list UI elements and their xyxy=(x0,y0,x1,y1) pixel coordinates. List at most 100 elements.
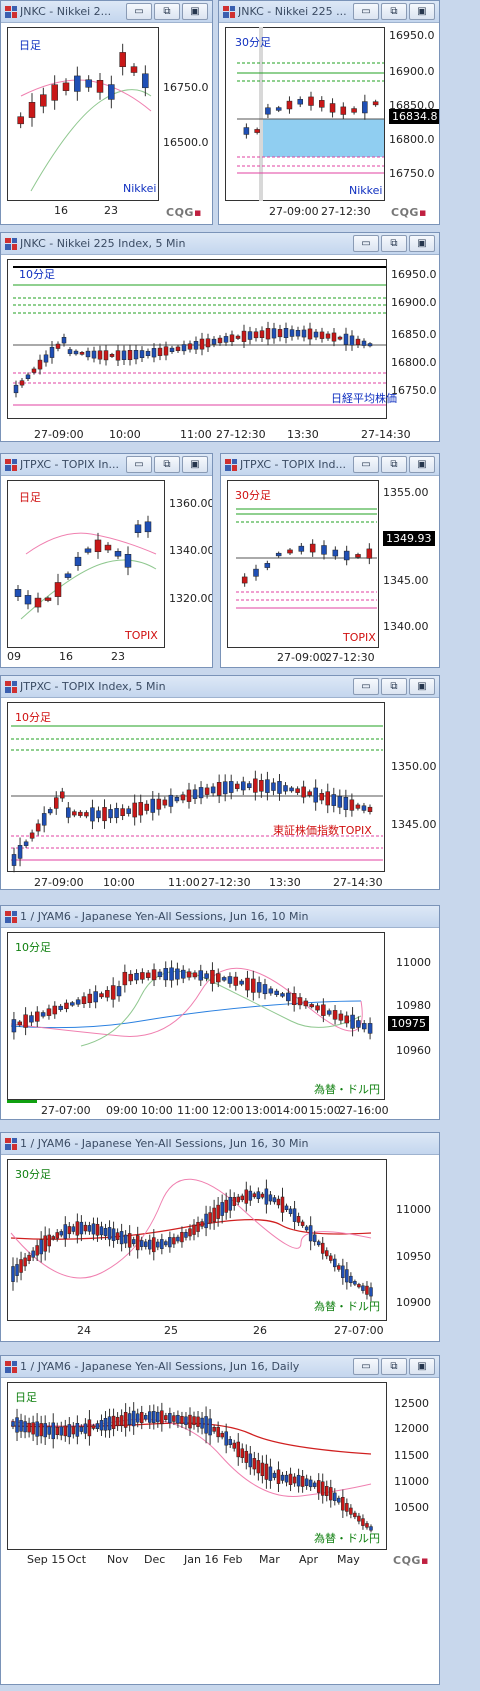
restore-button[interactable]: ⧉ xyxy=(381,456,407,473)
restore-button[interactable]: ⧉ xyxy=(381,3,407,20)
candle-body xyxy=(256,1460,261,1474)
x-tick: 12:00 xyxy=(212,1104,244,1117)
restore-button[interactable]: ⧉ xyxy=(381,678,407,695)
y-tick: 10900 xyxy=(396,1296,431,1309)
minimize-button[interactable]: ▭ xyxy=(126,3,152,20)
candle-body xyxy=(308,96,314,106)
candle-body xyxy=(37,359,43,370)
candle-body xyxy=(193,341,199,350)
window-yen-30min[interactable]: 1 / JYAM6 - Japanese Yen-All Sessions, J… xyxy=(0,1132,440,1342)
title-bar[interactable]: JTPXC - TOPIX In... ▭ ⧉ ▣ xyxy=(1,454,212,476)
title-bar[interactable]: JNKC - Nikkei 2... ▭ ⧉ ▣ xyxy=(1,1,212,23)
chart-area[interactable] xyxy=(7,702,385,872)
window-topix-daily[interactable]: JTPXC - TOPIX In... ▭ ⧉ ▣ 日足 TOPIX 1360.00… xyxy=(0,453,213,668)
y-tick: 1320.00 xyxy=(169,592,213,605)
candle-body xyxy=(324,1250,329,1257)
y-tick: 16800.0 xyxy=(391,356,437,369)
candle-body xyxy=(67,1424,72,1438)
candle-body xyxy=(15,1264,19,1276)
title-bar[interactable]: 1 / JYAM6 - Japanese Yen-All Sessions, J… xyxy=(1,906,439,928)
restore-icon: ⧉ xyxy=(390,237,398,249)
restore-button[interactable]: ⧉ xyxy=(154,456,180,473)
restore-icon: ⧉ xyxy=(163,458,171,470)
chart-area[interactable] xyxy=(7,1159,387,1321)
close-button[interactable]: ▣ xyxy=(409,235,435,252)
candle-body xyxy=(11,1421,15,1427)
window-yen-daily[interactable]: 1 / JYAM6 - Japanese Yen-All Sessions, J… xyxy=(0,1355,440,1685)
restore-button[interactable]: ⧉ xyxy=(381,235,407,252)
candle-body xyxy=(133,350,139,360)
chart-area[interactable] xyxy=(227,480,379,648)
restore-button[interactable]: ⧉ xyxy=(154,3,180,20)
candle-body xyxy=(241,330,247,342)
candle-body xyxy=(108,84,115,100)
title-bar[interactable]: 1 / JYAM6 - Japanese Yen-All Sessions, J… xyxy=(1,1356,439,1378)
x-tick: 15:00 xyxy=(309,1104,341,1117)
window-yen-10min[interactable]: 1 / JYAM6 - Japanese Yen-All Sessions, J… xyxy=(0,905,440,1120)
close-button[interactable]: ▣ xyxy=(409,3,435,20)
candle-body xyxy=(367,806,373,812)
close-button[interactable]: ▣ xyxy=(409,678,435,695)
title-bar[interactable]: JTPXC - TOPIX Index, 5 Min ▭ ⧉ ▣ xyxy=(1,676,439,698)
candle-body xyxy=(356,1020,361,1028)
chart-area[interactable] xyxy=(7,932,385,1100)
minimize-button[interactable]: ▭ xyxy=(353,235,379,252)
candle-body xyxy=(264,563,271,568)
window-topix-5min[interactable]: JTPXC - TOPIX Index, 5 Min ▭ ⧉ ▣ 10分足 東証株価… xyxy=(0,675,440,890)
window-nikkei-5min[interactable]: JNKC - Nikkei 225 Index, 5 Min ▭ ⧉ ▣ 10分足 … xyxy=(0,232,440,442)
chart-area[interactable] xyxy=(7,480,165,648)
close-button[interactable]: ▣ xyxy=(409,1358,435,1375)
candle-body xyxy=(192,789,198,799)
minimize-button[interactable]: ▭ xyxy=(353,678,379,695)
candles-layer xyxy=(14,515,157,620)
close-button[interactable]: ▣ xyxy=(182,456,208,473)
candle-body xyxy=(162,799,168,806)
minimize-button[interactable]: ▭ xyxy=(353,1358,379,1375)
candle-body xyxy=(248,1453,253,1468)
candle-body xyxy=(151,348,157,358)
title-bar[interactable]: JNKC - Nikkei 225 Index, 5 Min ▭ ⧉ ▣ xyxy=(1,233,439,255)
close-button[interactable]: ▣ xyxy=(409,456,435,473)
app-icon xyxy=(223,5,235,18)
candle-body xyxy=(74,75,81,92)
candle-body xyxy=(85,79,92,88)
candle-body xyxy=(94,539,102,553)
title-bar[interactable]: JTPXC - TOPIX Ind... ▭ ⧉ ▣ xyxy=(221,454,439,476)
window-nikkei-30min[interactable]: JNKC - Nikkei 225 ... ▭ ⧉ ▣ 30分足 Nikkei 16… xyxy=(218,0,440,225)
candle-body xyxy=(325,333,331,339)
y-tick: 16950.0 xyxy=(389,29,435,42)
candle-body xyxy=(240,1448,245,1458)
candle-body xyxy=(303,1000,309,1007)
minimize-button[interactable]: ▭ xyxy=(126,456,152,473)
candle-body xyxy=(296,1474,301,1487)
minimize-button[interactable]: ▭ xyxy=(353,456,379,473)
minimize-button[interactable]: ▭ xyxy=(353,3,379,20)
chart-area[interactable] xyxy=(7,1382,387,1550)
restore-button[interactable]: ⧉ xyxy=(381,1358,407,1375)
x-tick: 27-12:30 xyxy=(216,428,266,441)
candle-body xyxy=(67,1226,72,1235)
title-bar[interactable]: 1 / JYAM6 - Japanese Yen-All Sessions, J… xyxy=(1,1133,439,1155)
candle-body xyxy=(111,1415,116,1429)
candle-body xyxy=(341,1496,345,1511)
chart-area[interactable] xyxy=(225,27,385,201)
candle-body xyxy=(244,1450,249,1463)
y-tick: 12500 xyxy=(394,1397,429,1410)
chart-area[interactable] xyxy=(7,259,387,419)
y-tick: 10960 xyxy=(396,1044,431,1057)
candle-body xyxy=(107,1416,112,1431)
candle-body xyxy=(210,786,216,794)
source-label: 日経平均株価 xyxy=(331,392,397,405)
title-bar[interactable]: JNKC - Nikkei 225 ... ▭ ⧉ ▣ xyxy=(219,1,439,23)
window-topix-30min[interactable]: JTPXC - TOPIX Ind... ▭ ⧉ ▣ 30分足 TOPIX 1355… xyxy=(220,453,440,668)
candle-body xyxy=(127,1413,132,1425)
candle-body xyxy=(338,1013,344,1021)
close-icon: ▣ xyxy=(417,5,427,17)
candle-body xyxy=(44,597,52,601)
candle-body xyxy=(110,985,116,1000)
candle-body xyxy=(341,1265,345,1278)
window-nikkei-daily[interactable]: JNKC - Nikkei 2... ▭ ⧉ ▣ 日足 Nikkei 16750.0… xyxy=(0,0,213,225)
candle-body xyxy=(280,1196,285,1213)
close-button[interactable]: ▣ xyxy=(182,3,208,20)
candle-body xyxy=(247,783,252,788)
